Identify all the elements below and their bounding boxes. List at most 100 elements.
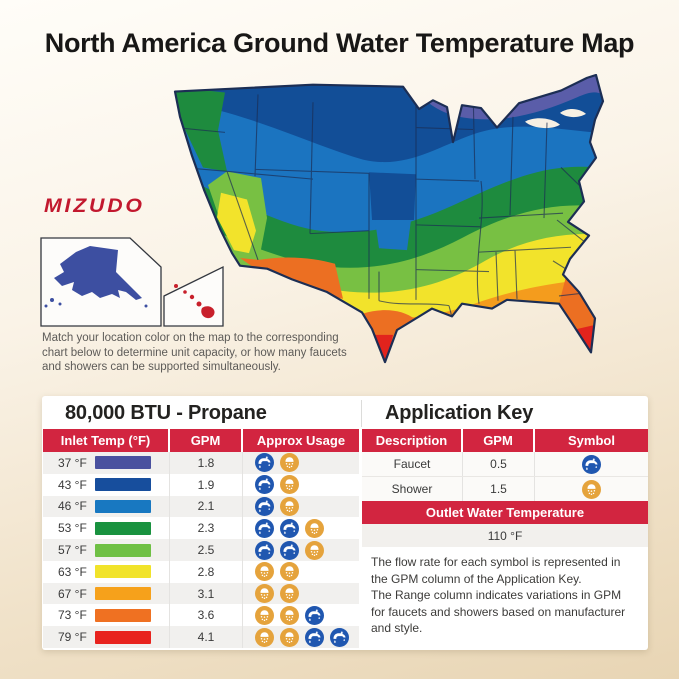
temp-color-bar [95,521,151,535]
shower-icon [280,453,299,473]
shower-icon [255,584,274,604]
btu-row: 73 °F 3.6 [43,604,359,627]
gpm-cell: 3.6 [170,604,243,627]
gpm-cell: 3.1 [170,582,243,605]
temp-color-bar [95,499,151,513]
key-gpm-cell: 1.5 [463,477,535,501]
shower-icon [280,562,299,582]
state-borders [175,86,594,318]
usage-cell [243,452,359,474]
zone-florida-tip-red [577,325,594,353]
col-description: Description [362,429,463,452]
btu-row: 57 °F 2.5 [43,539,359,561]
col-approx-usage: Approx Usage [256,433,346,448]
shower-icon [280,605,299,625]
usage-cell [243,561,359,583]
inlet-temp-cell: 43 °F [43,473,170,496]
inlet-temp-cell: 53 °F [43,517,170,540]
appkey-header: Description GPM Symbol [362,429,648,452]
inlet-temp-value: 73 °F [58,608,87,623]
inlet-temp-value: 46 °F [58,499,87,514]
card-divider [361,400,362,427]
inlet-temp-cell: 73 °F [43,604,170,627]
shower-icon [280,584,299,604]
zone-california-yellow [217,192,256,254]
outlet-banner: Outlet Water Temperature [362,501,648,524]
appkey-row: Shower 1.5 [362,477,648,502]
usage-cell [243,496,359,518]
inlet-temp-cell: 79 °F [43,626,170,649]
faucet-icon [305,627,324,647]
col-symbol: Symbol [568,433,615,448]
temp-color-bar [95,478,151,492]
inlet-temp-value: 63 °F [58,564,87,579]
gpm-cell: 2.3 [170,517,243,540]
temp-color-bar [95,456,151,470]
inlet-temp-value: 57 °F [58,543,87,558]
shower-icon [305,518,324,538]
temp-color-bar [95,565,151,579]
zone-colorado-navy [369,172,416,220]
inlet-temp-value: 53 °F [58,521,87,536]
btu-row: 46 °F 2.1 [43,495,359,518]
col-gpm: GPM [170,429,243,452]
faucet-icon [255,475,274,495]
btu-table-body: 37 °F 1.8 43 °F 1.9 46 °F 2.1 [43,452,359,649]
temp-color-bar [95,630,151,644]
gpm-cell: 2.5 [170,539,243,561]
gpm-cell: 1.8 [170,452,243,474]
inlet-temp-value: 37 °F [58,455,87,470]
usage-cell [243,583,359,605]
usage-cell [243,626,359,648]
usage-cell [243,517,359,539]
usage-cell [243,539,359,561]
alaska-shape [44,246,148,308]
gpm-cell: 2.1 [170,495,243,518]
btu-row: 79 °F 4.1 [43,626,359,649]
inlet-temp-cell: 46 °F [43,495,170,518]
btu-row: 63 °F 2.8 [43,560,359,583]
key-gpm-cell: 0.5 [463,452,535,476]
inlet-temp-cell: 67 °F [43,582,170,605]
temp-color-bar [95,587,151,601]
application-key-title: Application Key [385,402,534,424]
description-cell: Faucet [362,452,463,476]
col-inlet-temp: Inlet Temp (°F) [43,429,170,452]
lake-ontario [560,109,586,118]
faucet-icon [255,540,274,560]
gpm-cell: 1.9 [170,473,243,496]
faucet-icon [305,605,324,625]
inlet-temp-cell: 37 °F [43,452,170,474]
faucet-icon [255,496,274,516]
col-key-gpm: GPM [463,429,535,452]
hawaii-islands [174,284,215,319]
appkey-rows: Faucet 0.5 Shower 1.5 [362,452,648,502]
gpm-cell: 4.1 [170,626,243,649]
shower-icon [280,496,299,516]
us-temperature-map [173,74,605,364]
faucet-icon [280,518,299,538]
shower-icon [255,605,274,625]
shower-icon [255,562,274,582]
faucet-icon [582,454,601,474]
faucet-icon [255,518,274,538]
shower-icon [280,475,299,495]
lake-erie [525,118,560,129]
inlet-temp-cell: 57 °F [43,539,170,561]
shower-icon [280,627,299,647]
inlet-temp-value: 43 °F [58,477,87,492]
outlet-value: 110 °F [362,524,648,547]
btu-table-header: Inlet Temp (°F) GPM Approx Usage [43,429,359,452]
description-cell: Shower [362,477,463,501]
btu-row: 43 °F 1.9 [43,473,359,496]
alaska-hawaii-insets [40,237,224,327]
inlet-temp-cell: 63 °F [43,560,170,583]
faucet-icon [280,540,299,560]
btu-row: 37 °F 1.8 [43,452,359,474]
lake-huron [485,95,511,109]
btu-row: 53 °F 2.3 [43,517,359,540]
map-instructions: Match your location color on the map to … [42,332,347,373]
page-title: North America Ground Water Temperature M… [44,28,635,58]
btu-row: 67 °F 3.1 [43,582,359,605]
